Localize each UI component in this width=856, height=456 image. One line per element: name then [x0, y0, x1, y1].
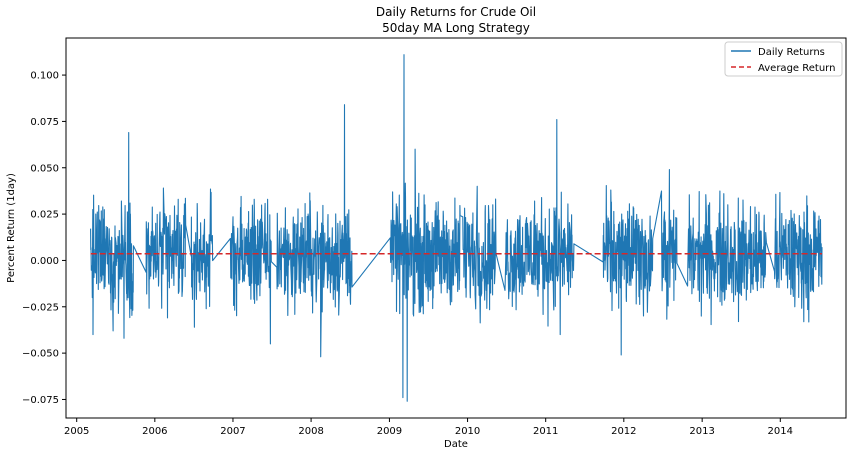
x-tick-label: 2008 — [298, 426, 323, 437]
x-axis-ticks: 2005 2006 2007 2008 2009 2010 2011 2012 2013 2014 — [64, 418, 793, 437]
series-layer — [90, 54, 823, 402]
x-tick-label: 2010 — [455, 426, 480, 437]
y-tick-label: 0.100 — [30, 71, 59, 82]
y-tick-label: 0.075 — [30, 117, 59, 128]
y-tick-label: −0.025 — [22, 302, 59, 313]
series-line-daily-returns — [90, 54, 823, 402]
y-tick-label: −0.075 — [22, 395, 59, 406]
y-tick-label: 0.000 — [30, 256, 59, 267]
legend-label-average-return: Average Return — [758, 63, 835, 74]
x-tick-label: 2007 — [220, 426, 245, 437]
y-tick-label: 0.025 — [30, 210, 59, 221]
x-tick-label: 2013 — [689, 426, 714, 437]
legend: Daily Returns Average Return — [724, 41, 843, 77]
x-tick-label: 2012 — [611, 426, 636, 437]
x-tick-label: 2011 — [533, 426, 558, 437]
x-tick-label: 2006 — [142, 426, 167, 437]
chart-subtitle: 50day MA Long Strategy — [382, 21, 530, 35]
x-axis-title: Date — [444, 439, 468, 450]
legend-box — [724, 41, 843, 77]
x-tick-label: 2014 — [768, 426, 793, 437]
chart-title: Daily Returns for Crude Oil — [376, 5, 536, 19]
x-tick-label: 2005 — [64, 426, 89, 437]
y-tick-label: −0.050 — [22, 349, 59, 360]
y-axis-ticks: −0.075 −0.050 −0.025 0.000 0.025 0.050 0.075 0.… — [22, 71, 66, 406]
y-tick-label: 0.050 — [30, 163, 59, 174]
legend-label-daily-returns: Daily Returns — [758, 47, 825, 58]
x-tick-label: 2009 — [377, 426, 402, 437]
y-axis-title: Percent Return (1day) — [6, 173, 17, 283]
